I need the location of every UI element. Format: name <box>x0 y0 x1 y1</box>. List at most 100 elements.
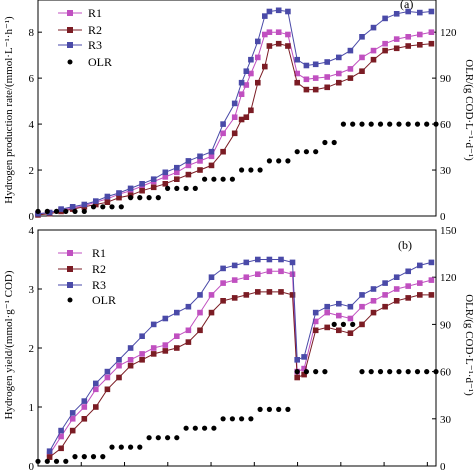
series-r3-point <box>347 303 354 310</box>
series-r1-point <box>231 114 238 120</box>
series-r3-point <box>104 368 111 375</box>
legend-r2-marker-b <box>67 266 73 272</box>
series-r3-point <box>347 47 354 54</box>
series-r3-point <box>359 34 365 40</box>
series-olr-point <box>35 458 41 464</box>
legend-r1-marker-b <box>67 250 73 256</box>
series-r2-point <box>393 45 400 52</box>
series-r2-point <box>359 68 365 74</box>
series-olr-point <box>331 321 337 327</box>
series-r2-point <box>262 63 268 70</box>
series-r2-point <box>185 171 192 178</box>
series-r2-point <box>231 295 238 301</box>
series-olr-point <box>183 425 189 431</box>
series-olr-point <box>90 204 97 210</box>
series-r1-point <box>81 404 88 410</box>
series-r2-point <box>294 79 300 86</box>
series-r1-point <box>324 74 330 80</box>
series-olr-point <box>183 185 189 191</box>
series-r2-point <box>58 445 64 452</box>
series-olr-point <box>396 121 402 127</box>
series-r2-point <box>405 295 411 301</box>
series-r2-point <box>405 43 411 49</box>
series-r1-point <box>255 271 261 277</box>
legend-r1-marker-a <box>67 10 73 16</box>
y2tick-label: 60 <box>440 119 452 131</box>
series-olr-point <box>165 435 171 441</box>
series-olr-point <box>257 167 263 173</box>
series-r2-point <box>116 194 122 201</box>
series-olr-point <box>72 454 78 460</box>
series-r1-point <box>220 280 226 286</box>
series-olr-point <box>44 208 50 214</box>
legend-r1-label-a: R1 <box>88 6 102 20</box>
series-r2-point <box>312 86 319 93</box>
series-r2-point <box>336 327 342 334</box>
series-r2-point <box>243 114 250 120</box>
ytick-label: 4 <box>29 119 35 131</box>
series-r2-point <box>174 176 180 182</box>
series-olr-point <box>377 121 384 127</box>
series-olr-point <box>174 435 180 441</box>
series-r3-point <box>359 292 365 298</box>
series-r3-point <box>231 100 238 107</box>
series-olr-point <box>424 369 430 375</box>
series-r3-point <box>69 410 76 416</box>
series-olr-point <box>155 435 161 441</box>
series-olr-point <box>359 121 365 127</box>
series-olr-point <box>294 369 300 375</box>
series-olr-point <box>322 139 328 146</box>
series-olr-point <box>266 406 272 412</box>
panel-a-ylabel: Hydrogen production rate/(mmol·L⁻¹·h⁻¹) <box>3 16 15 204</box>
series-r2-point <box>150 184 157 191</box>
series-olr-point <box>414 369 421 375</box>
series-olr-point <box>109 444 115 450</box>
series-r2-point <box>417 292 423 298</box>
series-r3-point <box>289 259 296 266</box>
series-r1-point <box>248 70 254 77</box>
y2tick-label: 120 <box>440 272 457 284</box>
series-r1-point <box>370 47 377 54</box>
series-r2-point <box>162 181 169 187</box>
series-olr-point <box>303 369 309 375</box>
series-r2-point <box>370 56 377 63</box>
ytick-label: 3 <box>29 284 35 296</box>
series-r3-point <box>69 204 76 210</box>
series-r1-point <box>324 309 330 316</box>
series-olr-point <box>350 321 356 327</box>
series-r1-point <box>116 362 122 369</box>
series-r1-point <box>312 318 319 325</box>
series-r1-point <box>58 433 64 440</box>
series-olr-point <box>211 176 217 182</box>
series-r1-point <box>301 365 307 372</box>
series-olr-point <box>396 369 402 375</box>
series-r3-point <box>294 56 300 63</box>
panel-b: (b) 0 1 2 3 4 0 30 60 90 120 150 R1 R2 R3 OLR Hydr… <box>3 225 474 473</box>
series-olr-point <box>368 369 374 375</box>
series-r1-point <box>347 66 354 72</box>
series-r1-point <box>417 31 423 38</box>
series-olr-point <box>53 208 60 214</box>
series-olr-point <box>155 195 161 201</box>
series-r2-point <box>303 86 310 93</box>
y2tick-label: 60 <box>440 367 452 379</box>
series-olr-point <box>405 369 411 375</box>
series-olr-point <box>350 121 356 127</box>
series-r3-point <box>127 185 134 192</box>
series-r2-point <box>248 107 254 114</box>
ytick-label: 1 <box>29 402 35 414</box>
series-r1-point <box>289 271 296 277</box>
series-r2-point <box>208 309 215 316</box>
series-olr-point <box>239 167 245 173</box>
series-r1-point <box>303 76 310 83</box>
series-r3-point <box>405 268 411 275</box>
series-r3-point <box>116 190 122 196</box>
series-r3-point <box>382 280 388 286</box>
series-r3-point <box>185 158 192 164</box>
series-r1-point <box>197 158 203 164</box>
series-r2-point <box>46 454 53 460</box>
panel-a-label: (a) <box>400 0 413 11</box>
series-olr-point <box>109 204 115 210</box>
series-r3-point <box>150 321 157 328</box>
series-olr-point <box>81 208 87 214</box>
